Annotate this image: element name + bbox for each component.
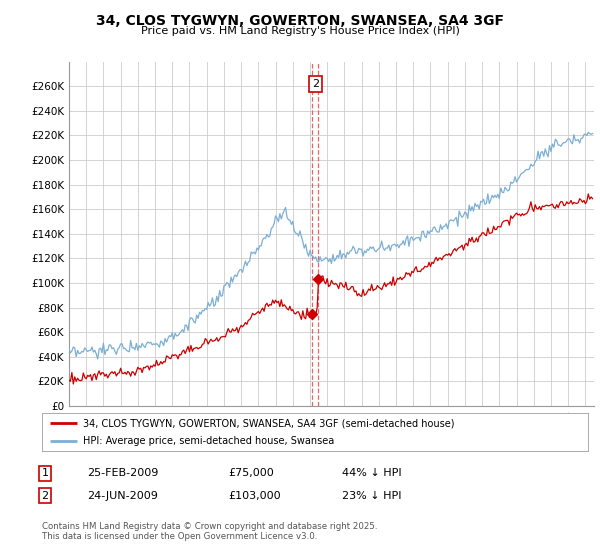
Text: 2: 2 (41, 491, 49, 501)
Text: Price paid vs. HM Land Registry's House Price Index (HPI): Price paid vs. HM Land Registry's House … (140, 26, 460, 36)
Text: 2: 2 (312, 79, 319, 88)
Text: 34, CLOS TYGWYN, GOWERTON, SWANSEA, SA4 3GF: 34, CLOS TYGWYN, GOWERTON, SWANSEA, SA4 … (96, 14, 504, 28)
Text: 24-JUN-2009: 24-JUN-2009 (87, 491, 158, 501)
Text: HPI: Average price, semi-detached house, Swansea: HPI: Average price, semi-detached house,… (83, 436, 334, 446)
Text: £75,000: £75,000 (228, 468, 274, 478)
Text: £103,000: £103,000 (228, 491, 281, 501)
Text: Contains HM Land Registry data © Crown copyright and database right 2025.
This d: Contains HM Land Registry data © Crown c… (42, 522, 377, 542)
Text: 23% ↓ HPI: 23% ↓ HPI (342, 491, 401, 501)
Text: 1: 1 (41, 468, 49, 478)
Text: 34, CLOS TYGWYN, GOWERTON, SWANSEA, SA4 3GF (semi-detached house): 34, CLOS TYGWYN, GOWERTON, SWANSEA, SA4 … (83, 418, 454, 428)
Text: 44% ↓ HPI: 44% ↓ HPI (342, 468, 401, 478)
Text: 25-FEB-2009: 25-FEB-2009 (87, 468, 158, 478)
